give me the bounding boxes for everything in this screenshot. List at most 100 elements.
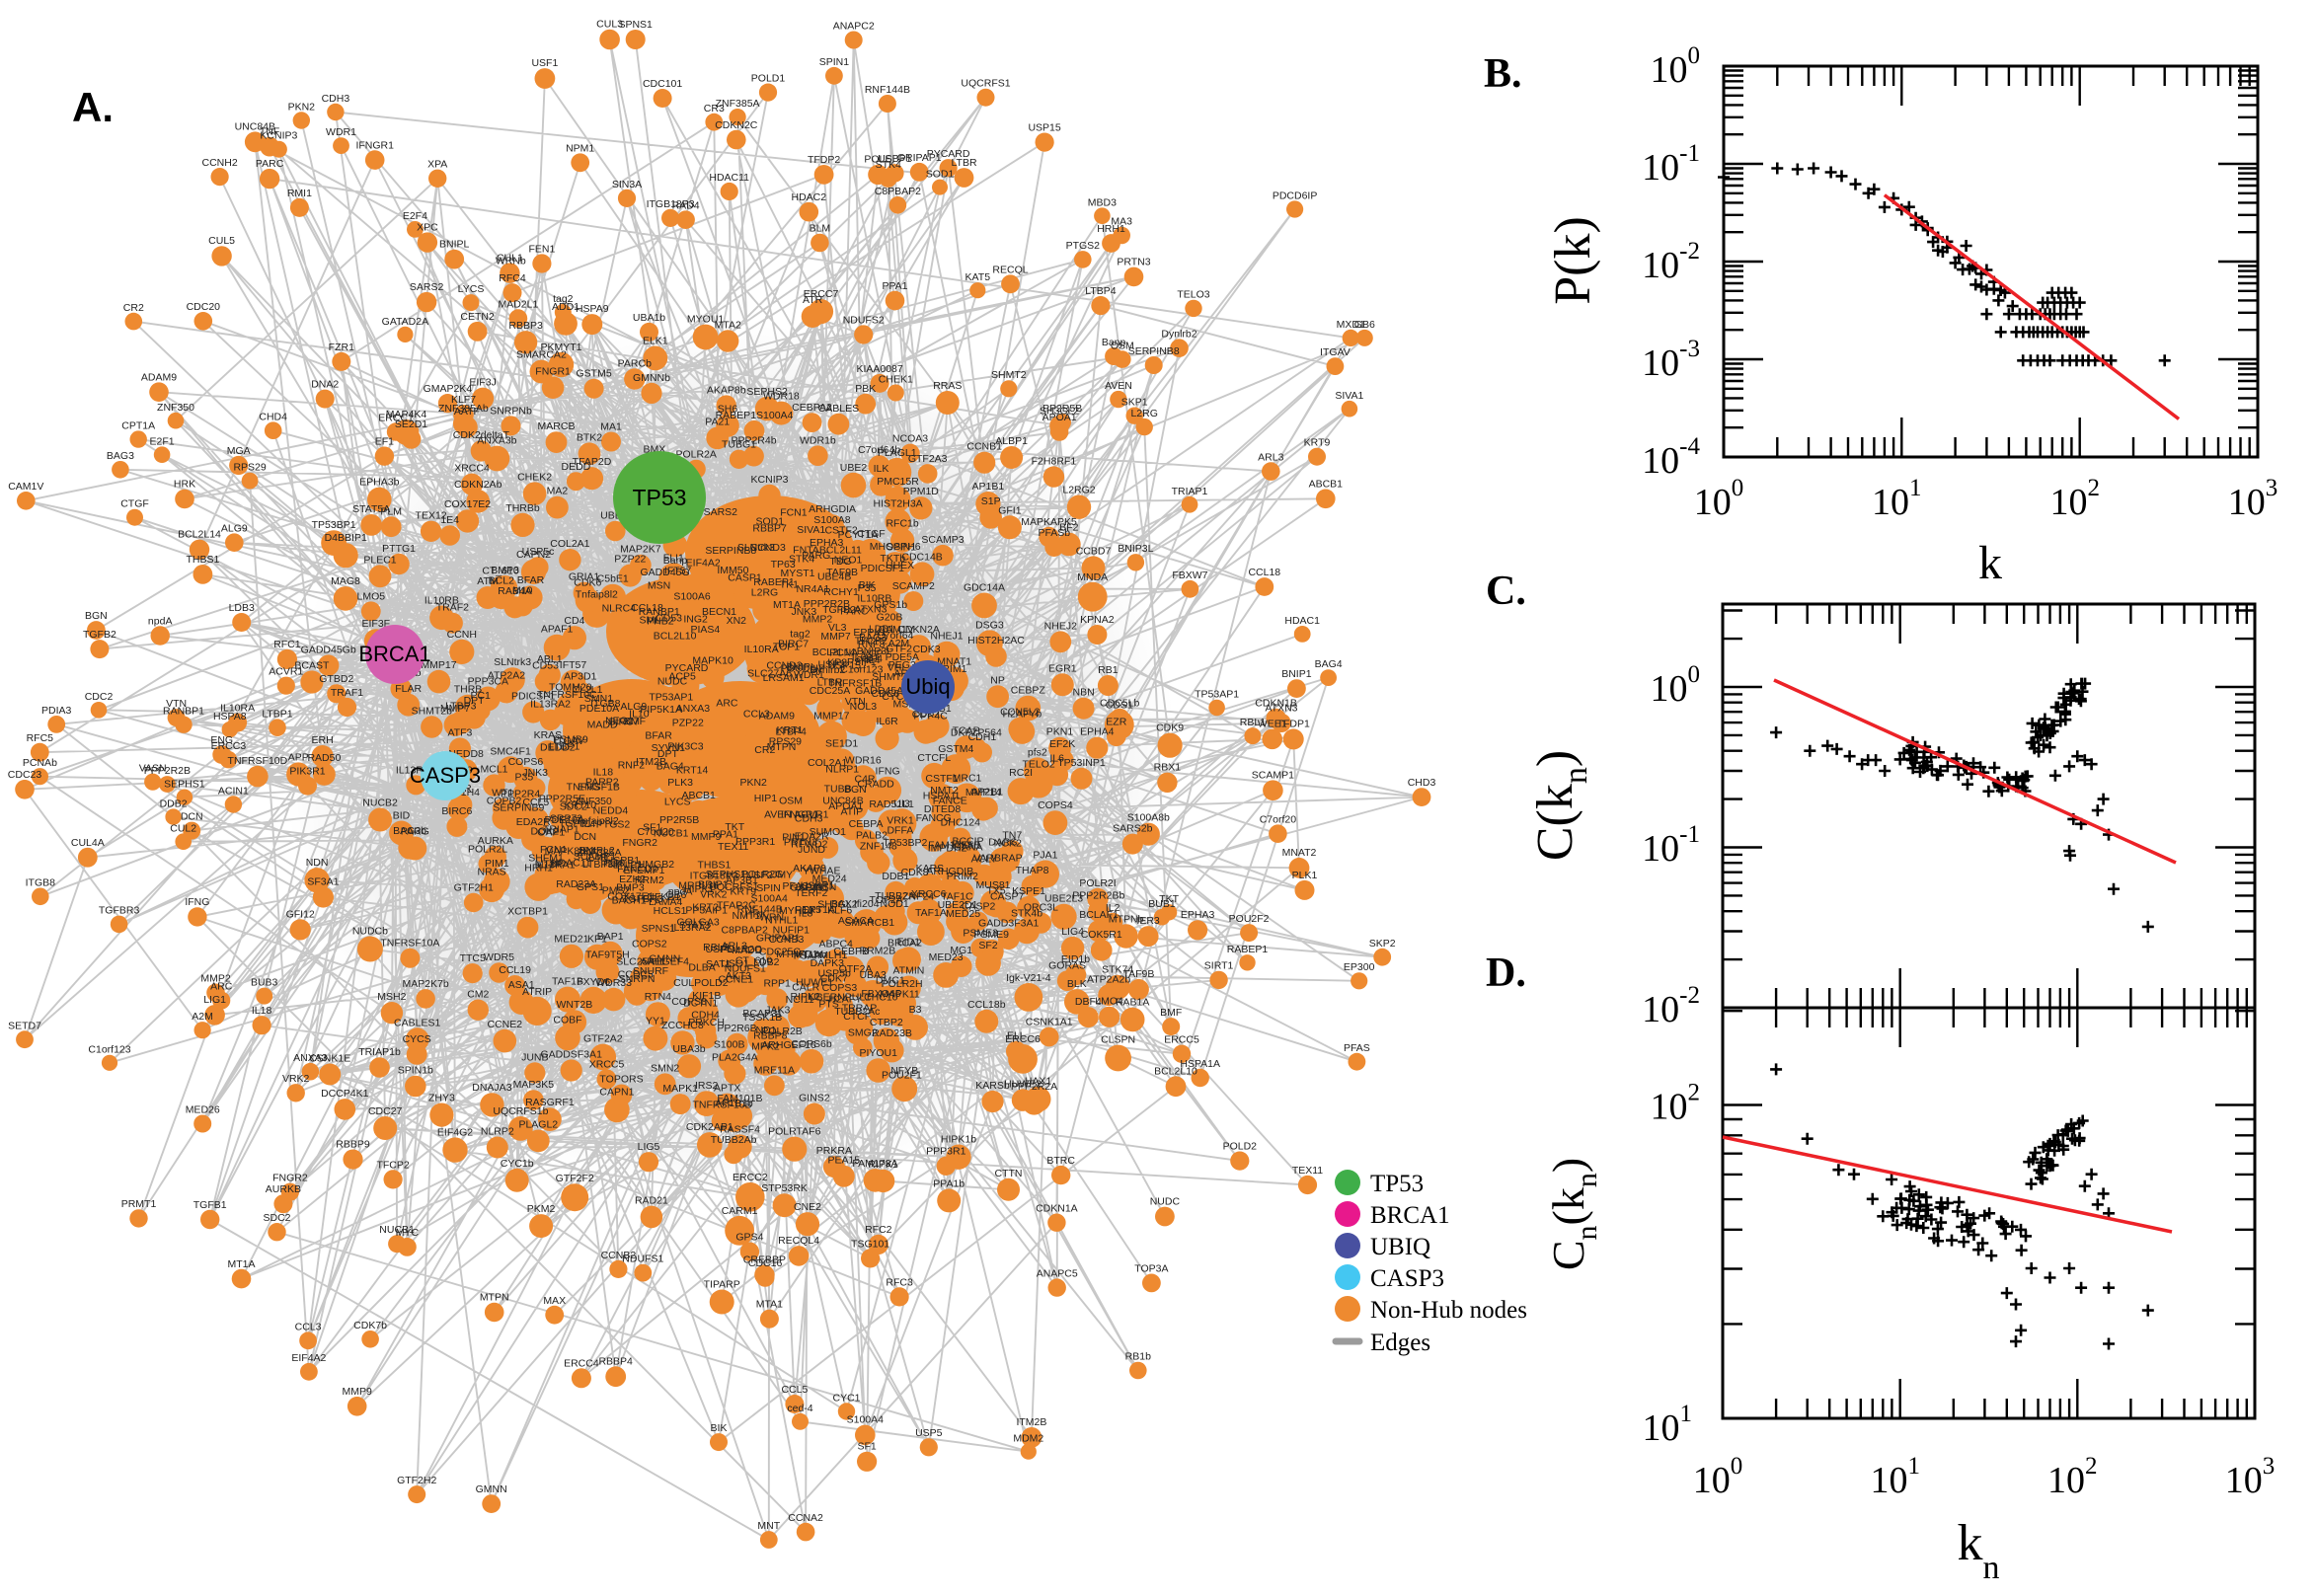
svg-text:SARS2: SARS2 bbox=[704, 506, 738, 518]
svg-text:JNK3: JNK3 bbox=[792, 606, 817, 618]
svg-text:EID1: EID1 bbox=[897, 936, 921, 948]
svg-text:GSPT1: GSPT1 bbox=[790, 882, 824, 894]
svg-text:PALB2: PALB2 bbox=[856, 829, 888, 841]
svg-text:VTN: VTN bbox=[845, 696, 866, 708]
svg-text:PPM1D: PPM1D bbox=[903, 486, 940, 497]
svg-text:CEBPA: CEBPA bbox=[849, 818, 884, 830]
svg-text:MED21: MED21 bbox=[554, 934, 588, 946]
svg-text:CUL4A: CUL4A bbox=[71, 837, 105, 849]
svg-text:SEPHS2: SEPHS2 bbox=[746, 386, 788, 398]
svg-text:PPP3R1: PPP3R1 bbox=[735, 836, 775, 848]
svg-text:RNF2: RNF2 bbox=[618, 760, 646, 772]
svg-text:AKT3: AKT3 bbox=[726, 970, 751, 982]
svg-text:CPT1A: CPT1A bbox=[802, 904, 835, 916]
svg-text:DCN: DCN bbox=[181, 811, 203, 823]
svg-text:TP53INP1: TP53INP1 bbox=[1057, 757, 1106, 769]
svg-text:TSSK1B: TSSK1B bbox=[742, 1012, 782, 1024]
svg-text:PPP2R4b: PPP2R4b bbox=[731, 435, 776, 447]
svg-text:IL8: IL8 bbox=[799, 907, 813, 919]
svg-text:KAT5: KAT5 bbox=[965, 271, 991, 283]
svg-text:SARS2: SARS2 bbox=[410, 281, 444, 293]
svg-text:BGN: BGN bbox=[844, 784, 867, 796]
svg-text:VRK2: VRK2 bbox=[282, 1073, 310, 1085]
svg-text:MTPN: MTPN bbox=[480, 1292, 509, 1304]
svg-text:RAD50: RAD50 bbox=[307, 752, 341, 764]
svg-text:SCAMP1: SCAMP1 bbox=[1252, 769, 1294, 781]
svg-text:TNF: TNF bbox=[260, 126, 279, 138]
svg-text:CCNB3: CCNB3 bbox=[769, 934, 805, 946]
svg-text:ACP5: ACP5 bbox=[668, 671, 696, 683]
svg-text:ABL1: ABL1 bbox=[537, 653, 563, 665]
svg-text:POU2F1: POU2F1 bbox=[882, 1070, 922, 1082]
svg-text:LYCS: LYCS bbox=[458, 283, 485, 295]
svg-text:TRAF2: TRAF2 bbox=[436, 602, 469, 614]
svg-text:MARCB: MARCB bbox=[538, 420, 576, 432]
svg-text:CDH3: CDH3 bbox=[322, 93, 350, 105]
svg-text:DSG3: DSG3 bbox=[975, 619, 1004, 631]
svg-text:NP: NP bbox=[990, 674, 1005, 686]
svg-text:MNT: MNT bbox=[757, 1520, 780, 1532]
svg-text:CDK3: CDK3 bbox=[913, 644, 941, 655]
svg-text:DBF4: DBF4 bbox=[1075, 996, 1102, 1008]
svg-text:ITGAV: ITGAV bbox=[554, 735, 584, 747]
svg-text:UQCRFS1b: UQCRFS1b bbox=[493, 1105, 548, 1117]
svg-text:CDC27: CDC27 bbox=[368, 1105, 403, 1117]
svg-text:ARL3: ARL3 bbox=[722, 940, 747, 951]
svg-text:CDC23: CDC23 bbox=[8, 769, 42, 781]
svg-text:PRMT1: PRMT1 bbox=[121, 1198, 157, 1210]
svg-text:SUMO1: SUMO1 bbox=[810, 826, 847, 838]
svg-text:BCL2L10: BCL2L10 bbox=[654, 630, 697, 642]
svg-text:JNK3: JNK3 bbox=[522, 767, 548, 779]
svg-text:CEBPZ: CEBPZ bbox=[1011, 685, 1046, 697]
svg-text:MA2: MA2 bbox=[547, 486, 569, 497]
svg-text:VCP: VCP bbox=[862, 648, 884, 660]
svg-text:APAF1: APAF1 bbox=[541, 624, 574, 636]
svg-text:DFFA: DFFA bbox=[887, 824, 913, 836]
svg-text:IL10: IL10 bbox=[629, 708, 650, 720]
svg-text:RFC1b: RFC1b bbox=[886, 518, 918, 530]
svg-text:TRIAP1b: TRIAP1b bbox=[358, 1046, 401, 1058]
svg-text:BNIPL2: BNIPL2 bbox=[579, 845, 615, 857]
svg-text:KCNIP3: KCNIP3 bbox=[260, 130, 297, 142]
svg-text:MPK2: MPK2 bbox=[751, 1040, 780, 1052]
svg-text:CDH4: CDH4 bbox=[691, 1010, 720, 1022]
svg-text:EP300: EP300 bbox=[1344, 961, 1375, 973]
svg-text:CCL18b: CCL18b bbox=[967, 999, 1006, 1011]
svg-text:BCL2: BCL2 bbox=[489, 575, 514, 587]
svg-text:ADAM9: ADAM9 bbox=[141, 371, 177, 383]
svg-text:MMP14: MMP14 bbox=[965, 787, 1001, 798]
svg-text:BRIP1: BRIP1 bbox=[698, 878, 729, 890]
svg-text:AATF: AATF bbox=[454, 406, 480, 418]
svg-text:JMY: JMY bbox=[772, 870, 793, 881]
svg-text:ITGB18P3: ITGB18P3 bbox=[690, 870, 738, 881]
svg-text:BCL2L14: BCL2L14 bbox=[178, 529, 221, 541]
svg-text:CYC1: CYC1 bbox=[832, 1392, 860, 1404]
svg-text:IL13RA2: IL13RA2 bbox=[530, 699, 571, 711]
svg-text:MTA1: MTA1 bbox=[756, 1299, 783, 1311]
svg-text:LRSAM1: LRSAM1 bbox=[763, 672, 805, 684]
svg-text:LMO5: LMO5 bbox=[357, 590, 386, 602]
svg-text:S100A8b: S100A8b bbox=[1127, 812, 1170, 824]
svg-text:Igk-V21-4: Igk-V21-4 bbox=[1006, 972, 1051, 984]
svg-text:SML: SML bbox=[640, 614, 661, 626]
svg-text:ACIN1: ACIN1 bbox=[799, 881, 829, 893]
svg-text:H2AFY: H2AFY bbox=[828, 994, 862, 1006]
svg-text:UBE2D1: UBE2D1 bbox=[938, 899, 978, 911]
svg-text:TAF9B: TAF9B bbox=[1122, 968, 1154, 980]
svg-text:TP53AP1: TP53AP1 bbox=[1195, 689, 1239, 701]
svg-text:IFNGR1: IFNGR1 bbox=[355, 139, 394, 151]
svg-text:WRNb: WRNb bbox=[496, 255, 526, 266]
svg-text:LMO4: LMO4 bbox=[1095, 996, 1123, 1008]
svg-text:ACLY: ACLY bbox=[971, 854, 998, 866]
svg-text:CCL5: CCL5 bbox=[781, 1384, 808, 1396]
svg-text:EF1: EF1 bbox=[375, 436, 394, 448]
svg-text:XRCC4: XRCC4 bbox=[454, 463, 490, 475]
svg-text:COL2A1: COL2A1 bbox=[550, 538, 589, 550]
svg-text:LIG5: LIG5 bbox=[638, 1141, 660, 1153]
svg-text:MBD3: MBD3 bbox=[1088, 196, 1117, 208]
svg-text:PZP22: PZP22 bbox=[672, 717, 704, 728]
svg-text:CCDC5: CCDC5 bbox=[618, 968, 654, 980]
svg-text:A2M: A2M bbox=[888, 638, 910, 649]
svg-text:THBS1: THBS1 bbox=[186, 554, 219, 566]
svg-text:tag2: tag2 bbox=[790, 629, 811, 641]
